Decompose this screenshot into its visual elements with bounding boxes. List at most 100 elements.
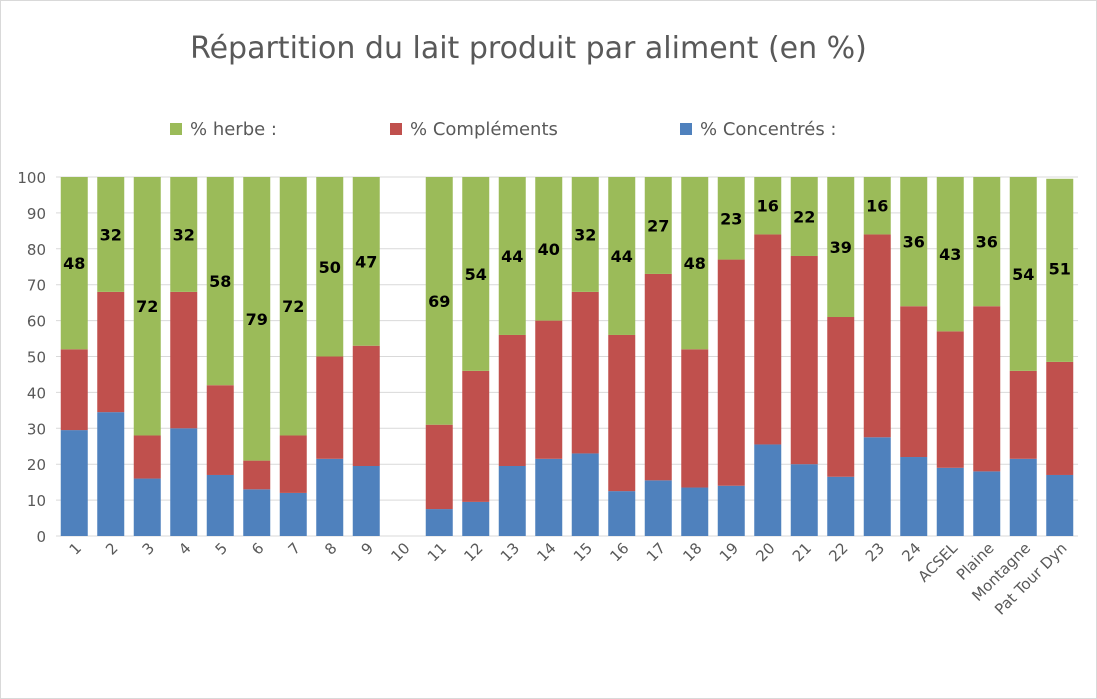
- bar-segment: [827, 177, 855, 318]
- bar-segment: [498, 334, 526, 466]
- data-label: 69: [428, 292, 450, 311]
- data-label: 16: [866, 197, 888, 216]
- bar-segment: [425, 424, 453, 510]
- x-tick-label: 11: [424, 539, 450, 565]
- data-label: 23: [720, 209, 742, 228]
- x-tick-label: 4: [175, 539, 194, 558]
- bar-segment: [462, 501, 490, 536]
- bar-segment: [900, 306, 928, 458]
- data-label: 48: [684, 254, 706, 273]
- y-tick-label: 60: [27, 313, 46, 331]
- bar-segment: [425, 509, 453, 536]
- y-tick-label: 70: [27, 277, 46, 295]
- y-tick-label: 90: [27, 205, 46, 223]
- bar-segment: [243, 460, 271, 490]
- data-label: 50: [319, 258, 341, 277]
- bar-segment: [352, 177, 380, 346]
- bar-segment: [206, 177, 234, 386]
- bar-segment: [352, 465, 380, 536]
- bar-segment: [681, 487, 709, 536]
- x-tick-label: 22: [825, 539, 851, 565]
- x-tick-label: 21: [789, 539, 815, 565]
- data-label: 47: [355, 252, 377, 271]
- bar-segment: [279, 177, 307, 436]
- x-tick-label: 20: [752, 539, 778, 565]
- x-tick-label: 13: [497, 539, 523, 565]
- data-label: 58: [209, 272, 231, 291]
- x-tick-label: 10: [387, 539, 413, 565]
- bar-segment: [462, 177, 490, 371]
- y-tick-label: 100: [17, 169, 46, 187]
- x-tick-label: 16: [606, 539, 632, 565]
- bar-segment: [279, 492, 307, 536]
- bar-segment: [936, 331, 964, 468]
- bar-segment: [973, 471, 1001, 536]
- bar-segment: [316, 458, 344, 536]
- y-tick-label: 0: [36, 528, 46, 546]
- bar-segment: [754, 444, 782, 536]
- legend-label-complements: % Compléments: [410, 118, 558, 140]
- bar-segment: [900, 457, 928, 536]
- y-tick-label: 10: [27, 492, 46, 510]
- legend-swatch-herbe: [170, 123, 182, 135]
- legend-label-herbe: % herbe :: [190, 118, 277, 140]
- bar-segment: [243, 177, 271, 461]
- data-label: 36: [903, 233, 925, 252]
- data-label: 22: [793, 207, 815, 226]
- data-label: 44: [611, 247, 633, 266]
- bar-segment: [60, 349, 88, 431]
- bar-segment: [60, 177, 88, 350]
- chart-title: Répartition du lait produit par aliment …: [190, 31, 867, 66]
- bar-segment: [717, 177, 745, 260]
- bar-segment: [644, 177, 672, 274]
- bar-segment: [535, 320, 563, 459]
- data-label: 36: [976, 233, 998, 252]
- x-tick-label: 14: [533, 539, 559, 565]
- bar-segment: [827, 476, 855, 536]
- bar-segment: [133, 478, 161, 536]
- x-tick-label: 5: [212, 539, 231, 558]
- data-label: 54: [1012, 265, 1034, 284]
- bar-segment: [863, 177, 891, 235]
- x-tick-label: 24: [898, 539, 924, 565]
- bar-segment: [535, 177, 563, 321]
- data-label: 32: [574, 225, 596, 244]
- bar-segment: [790, 464, 818, 536]
- bar-segment: [133, 177, 161, 436]
- bar-segment: [973, 306, 1001, 472]
- y-tick-label: 20: [27, 456, 46, 474]
- bar-segment: [936, 467, 964, 536]
- x-tick-label: 15: [570, 539, 596, 565]
- x-tick-label: 2: [102, 539, 121, 558]
- bar-segment: [754, 177, 782, 235]
- legend-swatch-complements: [390, 123, 402, 135]
- bar-segment: [279, 435, 307, 493]
- x-tick-label: 23: [862, 539, 888, 565]
- bar-segment: [1009, 177, 1037, 371]
- bar-segment: [608, 177, 636, 335]
- data-label: 48: [63, 254, 85, 273]
- bar-segment: [571, 453, 599, 536]
- x-tick-label: 7: [285, 539, 304, 558]
- data-label: 32: [173, 225, 195, 244]
- y-tick-label: 50: [27, 349, 46, 367]
- data-label: 43: [939, 245, 961, 264]
- data-label: 54: [465, 265, 487, 284]
- data-label: 32: [100, 225, 122, 244]
- legend-item-concentres: % Concentrés :: [680, 118, 837, 140]
- bar-segment: [352, 345, 380, 466]
- x-tick-label: 12: [460, 539, 486, 565]
- data-label: 27: [647, 216, 669, 235]
- bar-segment: [608, 491, 636, 536]
- bar-segment: [133, 435, 161, 479]
- bar-segment: [644, 273, 672, 481]
- bar-segment: [170, 428, 198, 536]
- data-label: 44: [501, 247, 523, 266]
- legend-swatch-concentres: [680, 123, 692, 135]
- bar-segment: [571, 291, 599, 454]
- bar-segment: [1009, 458, 1037, 536]
- x-tick-label: 8: [321, 539, 340, 558]
- bar-segment: [1046, 361, 1074, 475]
- bar-segment: [827, 317, 855, 477]
